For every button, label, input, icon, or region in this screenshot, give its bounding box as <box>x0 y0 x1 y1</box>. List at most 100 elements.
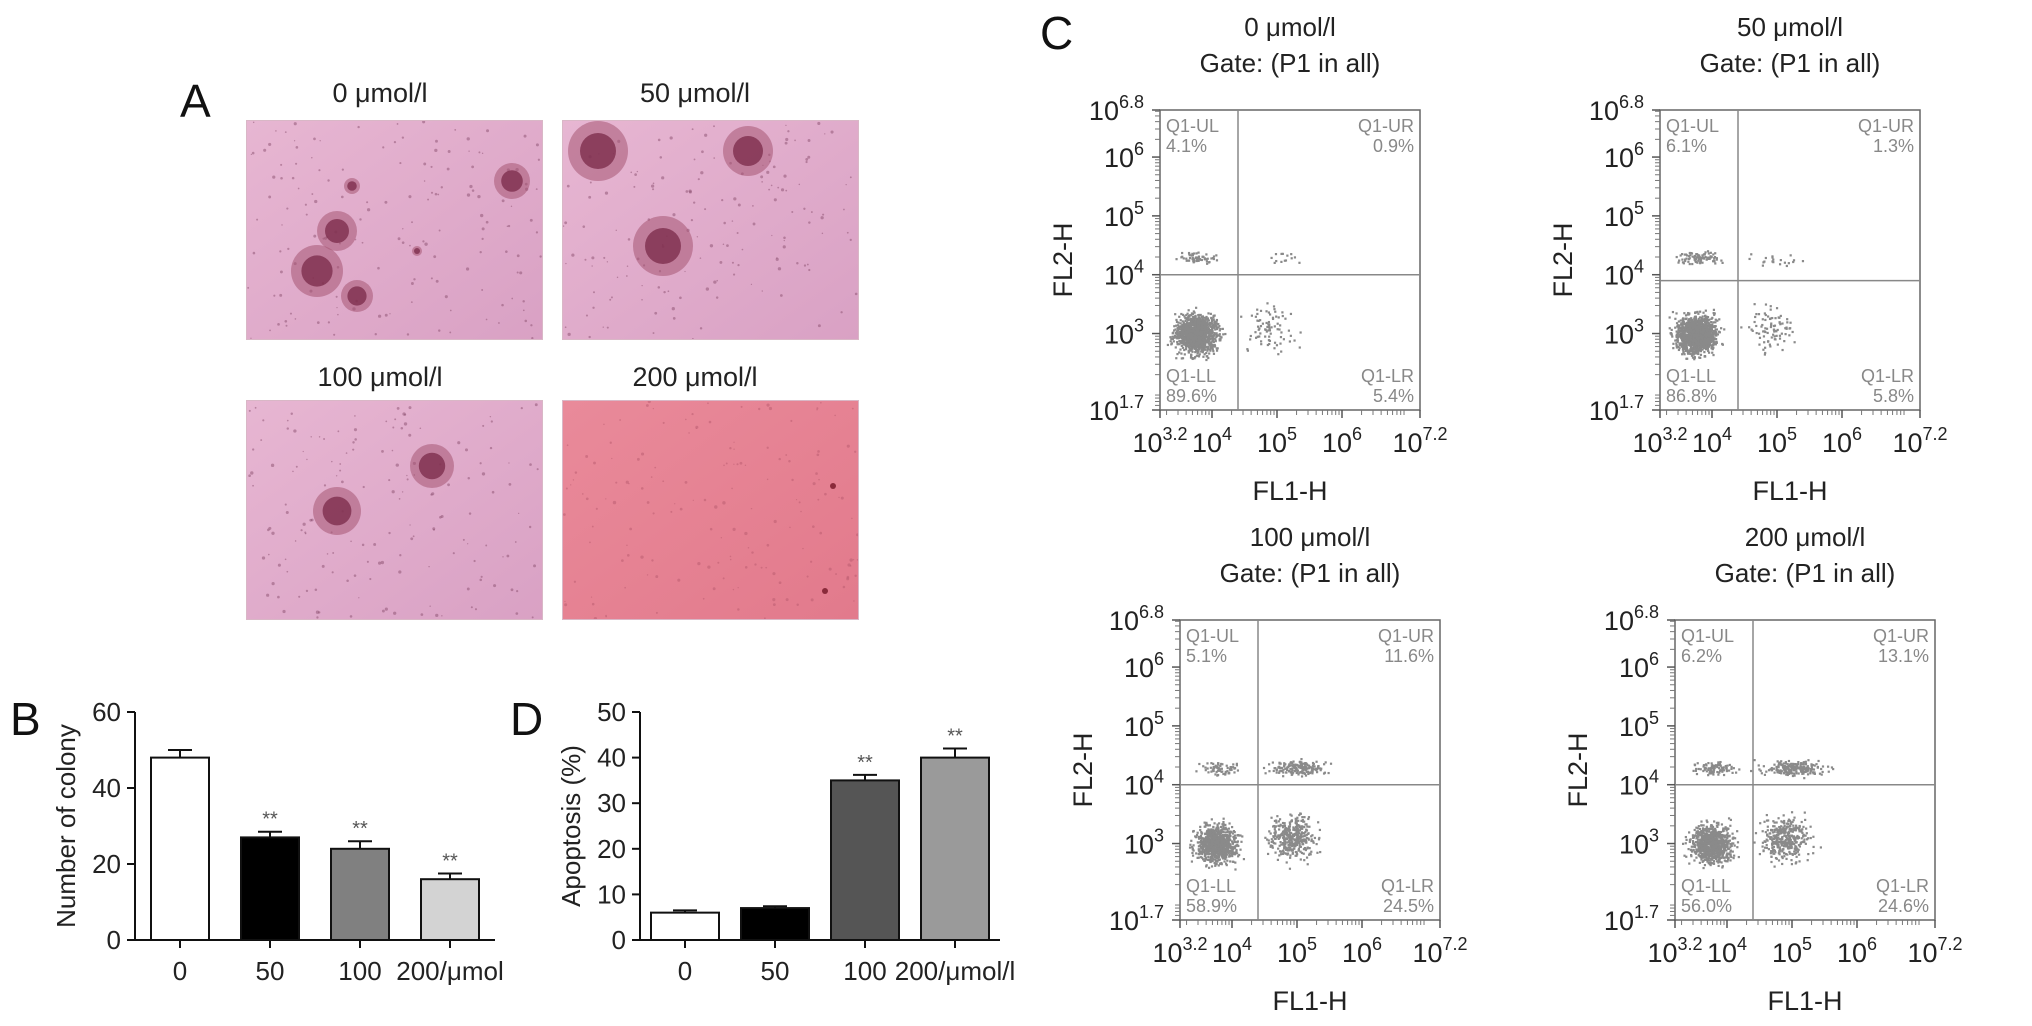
event-point <box>1200 348 1203 352</box>
micrograph-speck <box>565 487 568 490</box>
micrograph-speck <box>640 487 644 490</box>
event-point <box>1191 326 1194 329</box>
event-point <box>1678 333 1681 336</box>
event-point <box>1212 835 1216 838</box>
event-point <box>1769 317 1772 320</box>
event-point <box>1216 845 1219 848</box>
event-point <box>1216 823 1219 826</box>
event-point <box>1193 318 1196 321</box>
micrograph-speck <box>400 426 404 430</box>
event-point <box>1189 319 1193 322</box>
micrograph-speck <box>473 559 476 563</box>
y-tick-label: 101.7 <box>1589 392 1644 426</box>
event-point <box>1757 313 1761 316</box>
micrograph-speck <box>277 563 281 567</box>
micrograph-speck <box>481 227 485 231</box>
micrograph-speck <box>469 184 473 189</box>
micrograph-speck <box>845 183 847 186</box>
micrograph-speck <box>410 537 414 541</box>
x-tick-label: 0 <box>678 956 692 986</box>
event-point <box>1768 343 1771 346</box>
event-point <box>1696 321 1699 324</box>
micrograph-speck <box>595 507 598 510</box>
event-point <box>1201 317 1204 320</box>
micrograph-speck <box>591 265 593 267</box>
event-point <box>1686 336 1689 339</box>
micrograph-speck <box>385 420 388 423</box>
event-point <box>1201 847 1205 851</box>
micrograph-speck <box>501 199 505 203</box>
event-point <box>1710 255 1713 259</box>
micrograph-speck <box>481 237 484 240</box>
event-point <box>1763 341 1766 344</box>
bar <box>420 878 480 941</box>
event-point <box>1289 312 1293 316</box>
micrograph-speck <box>704 133 708 137</box>
event-point <box>1682 344 1685 348</box>
event-point <box>1202 329 1205 332</box>
event-point <box>1682 341 1686 344</box>
event-point <box>1235 850 1238 853</box>
micrograph-speck <box>393 140 397 144</box>
micrograph-speck <box>606 326 609 329</box>
micrograph-speck <box>479 213 484 218</box>
event-point <box>1197 342 1200 345</box>
event-point <box>1708 343 1711 347</box>
micrograph-speck <box>279 270 283 274</box>
micrograph-speck <box>640 555 644 559</box>
event-point <box>1193 334 1196 337</box>
micrograph-speck <box>592 306 595 309</box>
event-point <box>1184 348 1188 351</box>
event-point <box>1786 318 1789 321</box>
event-point <box>1211 343 1214 346</box>
event-point <box>1801 260 1805 263</box>
event-point <box>1753 320 1756 324</box>
micrograph-speck <box>401 241 405 244</box>
event-point <box>1222 857 1226 860</box>
micrograph-speck <box>297 187 300 190</box>
micrograph-speck <box>427 198 430 201</box>
event-point <box>1685 328 1688 331</box>
micrograph-speck <box>516 254 520 258</box>
micrograph-speck <box>570 484 572 486</box>
micrograph-speck <box>768 406 773 411</box>
y-tick-label: 20 <box>92 849 121 879</box>
event-point <box>1199 825 1202 828</box>
micrograph-speck <box>752 205 754 207</box>
event-point <box>1192 310 1195 313</box>
micrograph-speck <box>690 219 694 222</box>
micrograph-speck <box>785 598 789 602</box>
micrograph-speck <box>856 533 858 537</box>
event-point <box>1697 336 1700 340</box>
event-point <box>1704 326 1707 329</box>
micrograph-speck <box>292 470 294 473</box>
event-point <box>1706 339 1709 342</box>
event-point <box>1191 851 1194 855</box>
event-point <box>1694 317 1697 320</box>
event-point <box>1764 256 1767 260</box>
event-point <box>1701 315 1704 318</box>
event-point <box>1231 842 1235 845</box>
micrograph-speck <box>652 408 654 410</box>
micrograph-speck <box>654 466 657 469</box>
event-point <box>1258 327 1261 330</box>
event-point <box>1216 825 1219 828</box>
event-point <box>1234 851 1237 854</box>
event-point <box>1183 332 1186 335</box>
event-point <box>1689 338 1692 341</box>
event-point <box>1675 342 1678 345</box>
micrograph-speck <box>393 611 397 615</box>
event-point <box>1198 844 1202 847</box>
event-point <box>1189 340 1192 343</box>
event-point <box>1179 319 1182 322</box>
event-point <box>1204 327 1207 331</box>
micrograph-speck <box>340 195 344 199</box>
micrograph-speck <box>294 318 297 320</box>
event-point <box>1197 350 1200 353</box>
event-point <box>1675 339 1678 342</box>
event-point <box>1221 855 1225 858</box>
micrograph-speck <box>684 481 688 484</box>
event-point <box>1207 866 1211 869</box>
event-point <box>1789 254 1792 257</box>
